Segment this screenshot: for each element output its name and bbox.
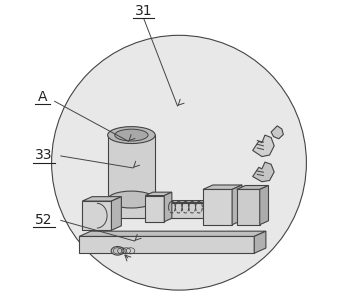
Polygon shape: [232, 185, 242, 225]
Ellipse shape: [111, 247, 124, 255]
Polygon shape: [79, 231, 266, 236]
Polygon shape: [111, 197, 121, 230]
Polygon shape: [260, 185, 268, 225]
Ellipse shape: [108, 126, 155, 144]
Ellipse shape: [108, 191, 155, 208]
Polygon shape: [79, 236, 254, 253]
Text: 31: 31: [135, 4, 153, 18]
Polygon shape: [237, 185, 268, 189]
Polygon shape: [253, 135, 274, 157]
Polygon shape: [203, 185, 242, 189]
Polygon shape: [101, 203, 241, 218]
Polygon shape: [145, 196, 164, 222]
Text: 33: 33: [35, 148, 53, 162]
Polygon shape: [145, 192, 172, 196]
Ellipse shape: [115, 129, 148, 141]
Polygon shape: [108, 135, 155, 200]
Polygon shape: [254, 231, 266, 253]
Polygon shape: [101, 200, 245, 203]
Polygon shape: [164, 192, 172, 222]
Text: A: A: [38, 90, 47, 104]
Text: 52: 52: [35, 212, 53, 227]
Polygon shape: [82, 197, 121, 201]
Polygon shape: [253, 162, 274, 182]
Polygon shape: [271, 126, 284, 139]
Polygon shape: [203, 189, 232, 225]
Polygon shape: [237, 189, 260, 225]
Polygon shape: [82, 201, 111, 230]
Circle shape: [52, 35, 306, 290]
